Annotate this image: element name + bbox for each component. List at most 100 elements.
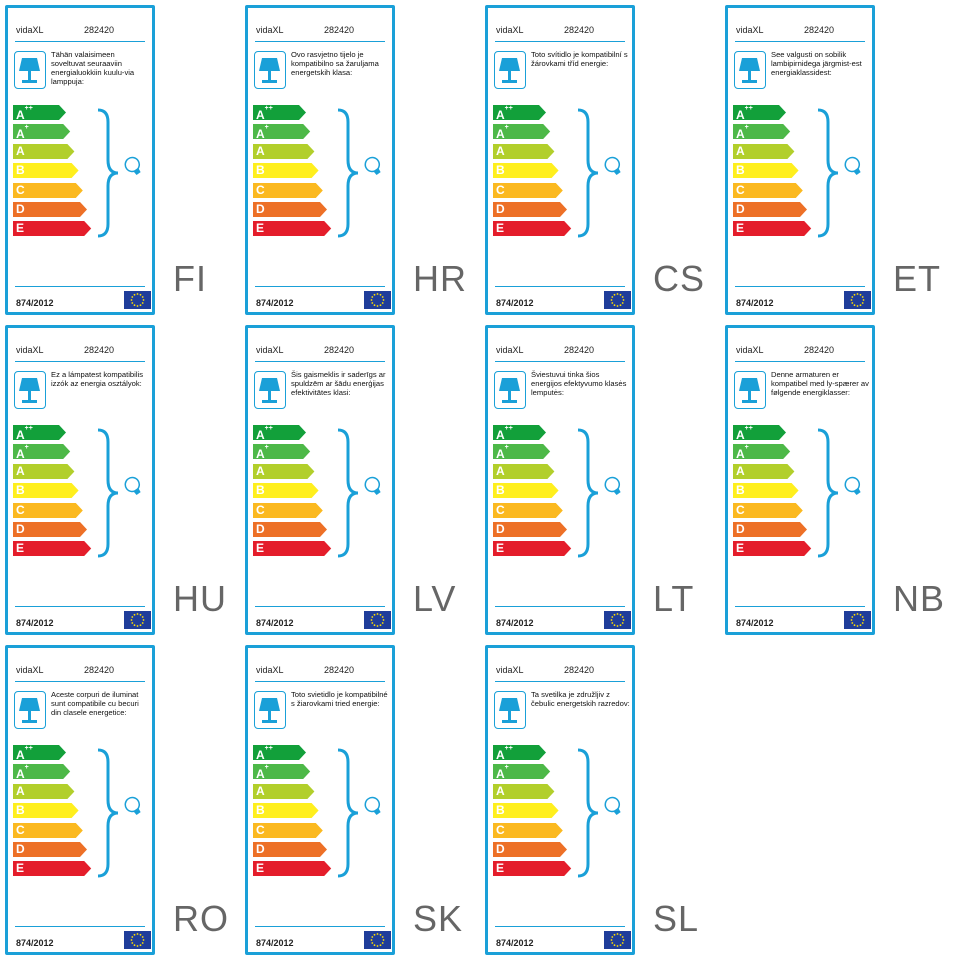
- lamp-icon: [254, 691, 286, 729]
- energy-class-scale: A++ A+ A B C D E: [493, 745, 572, 881]
- product-code: 282420: [84, 665, 115, 675]
- energy-class-letter: A++: [16, 105, 33, 122]
- light-bulb-icon: [601, 794, 627, 825]
- energy-class-bar: D: [13, 521, 88, 537]
- class-range-brace: [576, 428, 600, 563]
- compatibility-text: Toto svietidlo je kompatibilné s žiarovk…: [291, 690, 388, 708]
- energy-class-modifier: +: [24, 764, 29, 772]
- energy-class-bar: A++: [493, 425, 547, 442]
- energy-class-bar: C: [13, 183, 84, 198]
- energy-class-letter: C: [16, 502, 25, 517]
- energy-class-letter: A+: [16, 444, 29, 462]
- product-code: 282420: [564, 665, 595, 675]
- energy-class-modifier: ++: [504, 425, 513, 432]
- regulation-number: 874/2012: [16, 938, 54, 948]
- energy-class-bar: C: [253, 183, 324, 198]
- energy-class-modifier: +: [744, 124, 749, 132]
- energy-class-letter: A++: [496, 745, 513, 762]
- energy-class-modifier: ++: [264, 745, 273, 752]
- eu-flag-icon: [844, 611, 871, 629]
- energy-class-bar: A++: [493, 745, 547, 762]
- energy-class-letter: A: [256, 463, 265, 478]
- bottom-divider: [735, 286, 865, 287]
- light-bulb-icon: [361, 154, 387, 185]
- energy-class-bar: A++: [253, 745, 307, 762]
- energy-class-bar: A++: [253, 425, 307, 442]
- bottom-divider: [255, 926, 385, 927]
- language-code: SL: [653, 898, 700, 939]
- energy-class-letter: A++: [736, 105, 753, 122]
- regulation-number: 874/2012: [496, 938, 534, 948]
- product-code: 282420: [804, 25, 835, 35]
- brand-name: vidaXL: [16, 25, 44, 35]
- brand-name: vidaXL: [496, 25, 524, 35]
- energy-label-card: vidaXL 282420 See valgusti on sobilik lamb…: [725, 5, 875, 315]
- class-range-brace: [816, 108, 840, 243]
- brand-name: vidaXL: [736, 345, 764, 355]
- energy-class-letter: A+: [496, 444, 509, 462]
- energy-class-bar: B: [13, 483, 80, 499]
- energy-class-modifier: +: [24, 444, 29, 452]
- energy-class-modifier: ++: [504, 745, 513, 752]
- energy-class-letter: D: [496, 841, 505, 856]
- energy-class-letter: B: [256, 803, 265, 818]
- energy-class-bar: D: [253, 201, 328, 217]
- energy-class-modifier: ++: [744, 425, 753, 432]
- energy-class-bar: D: [253, 521, 328, 537]
- compatibility-text: See valgusti on sobilik lambipirnidega j…: [771, 50, 862, 77]
- energy-class-letter: E: [496, 541, 505, 556]
- energy-class-bar: C: [253, 823, 324, 838]
- energy-class-bar: D: [493, 521, 568, 537]
- energy-label-cell-ro: vidaXL 282420 Aceste corpuri de iluminat s…: [0, 640, 240, 960]
- class-range-brace: [96, 748, 120, 883]
- energy-class-letter: E: [256, 861, 265, 876]
- energy-class-letter: A+: [256, 444, 269, 462]
- energy-class-letter: A++: [16, 425, 33, 442]
- energy-class-bar: B: [253, 803, 320, 819]
- energy-class-bar: A++: [253, 105, 307, 122]
- energy-class-bar: E: [733, 541, 812, 557]
- energy-class-bar: B: [733, 163, 800, 179]
- regulation-number: 874/2012: [496, 618, 534, 628]
- energy-class-bar: A++: [733, 105, 787, 122]
- energy-class-bar: E: [13, 221, 92, 237]
- lamp-icon: [14, 51, 46, 89]
- language-code: CS: [653, 258, 706, 299]
- regulation-number: 874/2012: [496, 298, 534, 308]
- energy-class-letter: E: [736, 541, 745, 556]
- energy-class-letter: C: [256, 502, 265, 517]
- bottom-divider: [15, 606, 145, 607]
- energy-class-letter: B: [16, 163, 25, 178]
- class-range-brace: [96, 108, 120, 243]
- energy-class-letter: C: [16, 182, 25, 197]
- energy-class-letter: B: [256, 483, 265, 498]
- energy-class-letter: D: [16, 841, 25, 856]
- energy-class-bar: E: [493, 541, 572, 557]
- energy-label-cell-et: vidaXL 282420 See valgusti on sobilik lamb…: [720, 0, 960, 320]
- energy-class-bar: B: [733, 483, 800, 499]
- energy-class-bar: B: [13, 803, 80, 819]
- energy-class-bar: A: [493, 464, 555, 479]
- language-code: LV: [413, 578, 457, 619]
- regulation-number: 874/2012: [256, 938, 294, 948]
- energy-class-bar: A+: [733, 444, 791, 461]
- energy-class-scale: A++ A+ A B C D E: [13, 105, 92, 241]
- bottom-divider: [255, 286, 385, 287]
- energy-class-letter: B: [496, 483, 505, 498]
- compatibility-text: Šis gaismeklis ir saderīgs ar spuldzēm a…: [291, 370, 386, 397]
- energy-class-letter: E: [256, 541, 265, 556]
- energy-class-letter: A+: [496, 764, 509, 782]
- energy-class-letter: A+: [16, 764, 29, 782]
- compatibility-text: Ovo rasvjetno tijelo je kompatibilno sa …: [291, 50, 379, 77]
- eu-flag-icon: [604, 931, 631, 949]
- energy-class-bar: D: [733, 201, 808, 217]
- energy-class-scale: A++ A+ A B C D E: [733, 105, 812, 241]
- lamp-icon: [14, 691, 46, 729]
- eu-flag-icon: [124, 291, 151, 309]
- language-code: RO: [173, 898, 229, 939]
- energy-class-letter: C: [16, 822, 25, 837]
- eu-flag-icon: [124, 611, 151, 629]
- compatibility-text: Šviestuvui tinka šios energijos efektyvu…: [531, 370, 627, 397]
- brand-name: vidaXL: [256, 665, 284, 675]
- energy-class-bar: E: [253, 541, 332, 557]
